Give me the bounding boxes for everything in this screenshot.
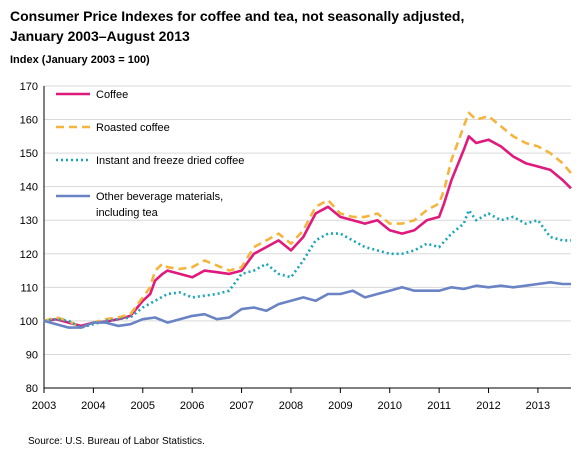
y-tick-label: 110: [20, 282, 38, 294]
legend-label-3: Instant and freeze dried coffee: [96, 155, 244, 167]
legend-label-4: Other beverage materials, including tea: [96, 191, 223, 219]
y-axis-label: Index (January 2003 = 100): [10, 54, 150, 66]
y-tick-label: 90: [26, 349, 38, 361]
series-line-3: [43, 208, 571, 329]
x-tick-label: 2013: [526, 400, 550, 412]
series-line-2: [43, 111, 572, 329]
y-tick-label: 130: [20, 215, 38, 227]
x-tick-label: 2012: [476, 400, 500, 412]
legend-label-2: Roasted coffee: [96, 122, 170, 134]
x-tick-label: 2005: [131, 400, 155, 412]
x-tick-label: 2009: [328, 400, 352, 412]
chart-title-line-1: Consumer Price Indexes for coffee and te…: [10, 8, 465, 24]
y-tick-label: 170: [20, 81, 38, 93]
source-note: Source: U.S. Bureau of Labor Statistics.: [28, 436, 205, 447]
chart-title: Consumer Price Indexes for coffee and te…: [10, 6, 570, 46]
x-tick-label: 2007: [229, 400, 253, 412]
y-tick-label: 80: [26, 383, 38, 395]
y-tick-label: 120: [20, 249, 38, 261]
x-tick-label: 2003: [32, 400, 56, 412]
series-line-1: [43, 135, 572, 328]
y-tick-label: 140: [20, 182, 38, 194]
x-tick-label: 2004: [81, 400, 105, 412]
legend-label-1: Coffee: [96, 89, 128, 101]
series-line-4: [43, 281, 571, 329]
chart-title-line-2: January 2003–August 2013: [10, 28, 190, 44]
y-tick-label: 150: [20, 148, 38, 160]
x-tick-label: 2010: [377, 400, 401, 412]
x-tick-label: 2008: [279, 400, 303, 412]
y-tick-label: 160: [20, 115, 38, 127]
x-tick-label: 2011: [427, 400, 451, 412]
x-tick-label: 2006: [180, 400, 204, 412]
y-tick-label: 100: [20, 316, 38, 328]
